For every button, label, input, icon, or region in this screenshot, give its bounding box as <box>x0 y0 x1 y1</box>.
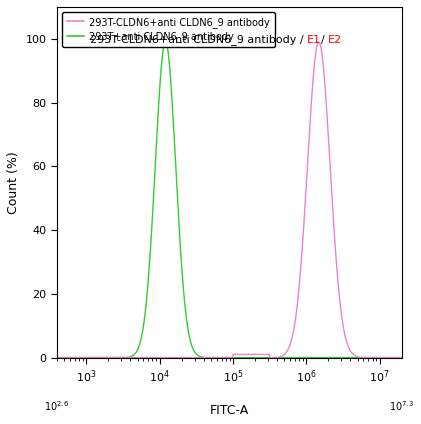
Text: E2: E2 <box>328 35 342 45</box>
Text: $10^{7.3}$: $10^{7.3}$ <box>389 399 414 413</box>
Y-axis label: Count (%): Count (%) <box>7 151 20 214</box>
X-axis label: FITC-A: FITC-A <box>210 404 249 417</box>
Text: 293T-CLDN6+anti CLDN6_9 antibody /: 293T-CLDN6+anti CLDN6_9 antibody / <box>90 34 303 45</box>
Text: /: / <box>321 35 328 45</box>
Text: E1: E1 <box>306 35 321 45</box>
Text: $10^{2.6}$: $10^{2.6}$ <box>45 399 69 413</box>
Legend: 293T-CLDN6+anti CLDN6_9 antibody, 293T+anti CLDN6_9 antibody: 293T-CLDN6+anti CLDN6_9 antibody, 293T+a… <box>62 12 274 47</box>
